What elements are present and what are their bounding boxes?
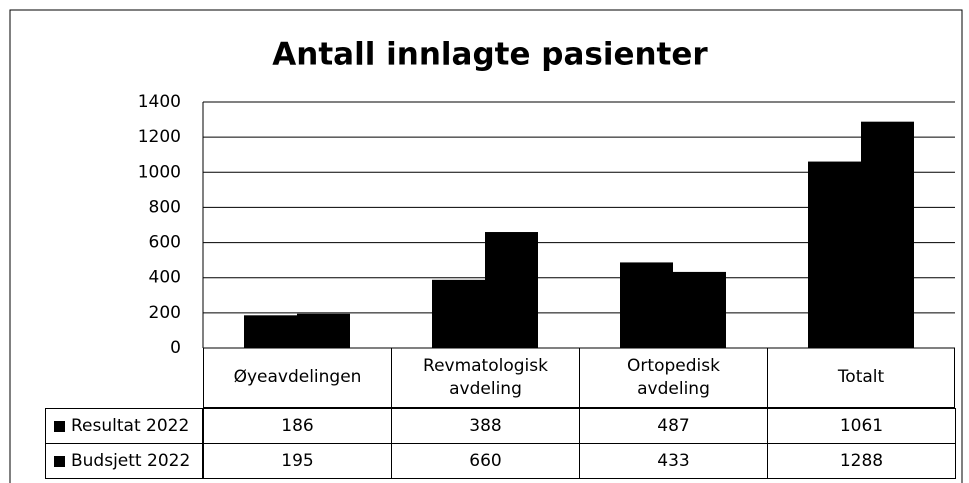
category-label: Totalt — [767, 348, 955, 408]
legend-entry: Resultat 2022 — [45, 408, 203, 444]
bar — [297, 313, 350, 348]
legend-label: Resultat 2022 — [71, 415, 190, 436]
bar — [808, 161, 861, 348]
y-tick-label: 200 — [149, 303, 181, 323]
y-tick-label: 0 — [170, 338, 181, 358]
y-tick-label: 1000 — [138, 162, 181, 182]
category-label: Revmatologisk avdeling — [391, 348, 579, 408]
table-value: 195 — [203, 443, 392, 479]
chart-frame — [9, 9, 963, 483]
legend-label: Budsjett 2022 — [71, 450, 191, 471]
table-value: 660 — [391, 443, 580, 479]
bar — [432, 279, 485, 348]
y-tick-label: 400 — [149, 268, 181, 288]
table-value: 1288 — [767, 443, 956, 479]
table-value: 186 — [203, 408, 392, 444]
category-label: Øyeavdelingen — [203, 348, 391, 408]
legend-entry: Budsjett 2022 — [45, 443, 203, 479]
y-tick-label: 600 — [149, 233, 181, 253]
chart-title: Antall innlagte pasienter — [272, 37, 708, 73]
bar — [861, 121, 914, 349]
y-tick-label: 1200 — [138, 127, 181, 147]
bar — [673, 271, 726, 348]
table-value: 487 — [579, 408, 768, 444]
table-value: 388 — [391, 408, 580, 444]
bar — [485, 232, 538, 348]
y-tick-label: 1400 — [138, 92, 181, 112]
bar — [244, 315, 297, 348]
legend-swatch — [54, 420, 65, 432]
table-value: 433 — [579, 443, 768, 479]
category-label: Ortopedisk avdeling — [579, 348, 767, 408]
bar — [620, 262, 673, 348]
legend-swatch — [54, 455, 65, 467]
y-tick-label: 800 — [149, 197, 181, 217]
table-value: 1061 — [767, 408, 956, 444]
